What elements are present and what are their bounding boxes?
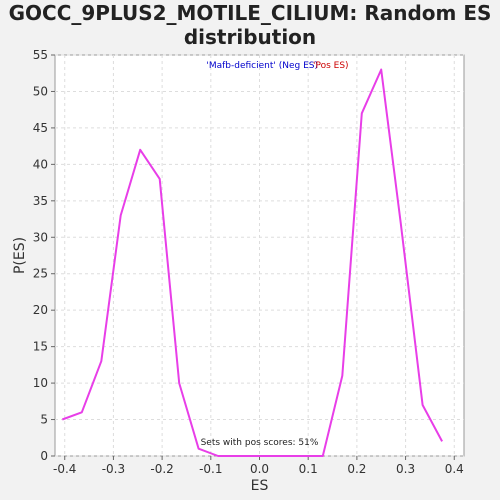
y-tick-label: 45 <box>33 121 48 135</box>
x-tick-label: 0.0 <box>250 462 269 476</box>
x-tick-label: -0.2 <box>150 462 173 476</box>
y-tick-label: 0 <box>40 449 48 463</box>
y-tick-label: 20 <box>33 303 48 317</box>
legend-pos-label: 'Pos ES) <box>313 61 349 71</box>
y-tick-label: 50 <box>33 84 48 98</box>
grid-lines <box>55 54 464 457</box>
x-tick-label: 0.3 <box>396 462 415 476</box>
y-axis-label: P(ES) <box>12 237 28 274</box>
series-group <box>61 68 443 457</box>
y-axis-ticks: 0 5 10 15 20 25 30 35 40 45 50 55 <box>33 48 55 463</box>
y-tick-label: 10 <box>33 376 48 390</box>
chart-title-line2: distribution <box>183 25 317 49</box>
x-tick-label: 0.4 <box>445 462 464 476</box>
y-tick-label: 30 <box>33 230 48 244</box>
x-tick-label: 0.1 <box>299 462 318 476</box>
y-tick-label: 5 <box>40 413 48 427</box>
x-tick-label: -0.3 <box>102 462 125 476</box>
x-tick-label: 0.2 <box>347 462 366 476</box>
series-line <box>61 68 443 457</box>
x-axis-ticks: -0.4 -0.3 -0.2 -0.1 0.0 0.1 0.2 0.3 0.4 <box>53 456 464 476</box>
chart-title-line1: GOCC_9PLUS2_MOTILE_CILIUM: Random ES <box>8 1 492 25</box>
x-tick-label: -0.4 <box>53 462 76 476</box>
pos-scores-annotation: Sets with pos scores: 51% <box>201 438 319 448</box>
y-tick-label: 55 <box>33 48 48 62</box>
y-tick-label: 15 <box>33 340 48 354</box>
y-tick-label: 35 <box>33 194 48 208</box>
x-tick-label: -0.1 <box>199 462 222 476</box>
x-axis-label: ES <box>251 478 269 494</box>
legend-neg-label: 'Mafb-deficient' (Neg ES) <box>206 61 318 71</box>
y-tick-label: 25 <box>33 267 48 281</box>
y-tick-label: 40 <box>33 157 48 171</box>
